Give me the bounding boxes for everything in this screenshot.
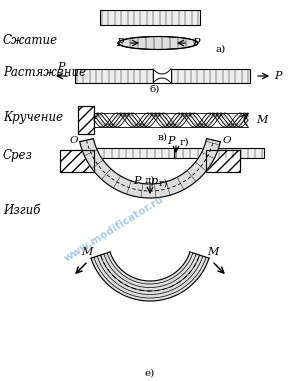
Text: г): г)	[180, 138, 190, 147]
Polygon shape	[91, 252, 209, 301]
Bar	[206, 150, 240, 172]
Bar	[100, 10, 200, 25]
Text: M: M	[256, 115, 267, 125]
Bar	[206, 150, 240, 172]
Text: е): е)	[145, 368, 155, 378]
Text: г): г)	[159, 179, 169, 187]
Text: Сжатие: Сжатие	[3, 35, 58, 48]
Text: р: р	[151, 176, 158, 186]
Bar	[78, 106, 94, 134]
Text: Срез: Срез	[3, 149, 33, 162]
Text: б): б)	[150, 85, 160, 93]
Text: M: M	[207, 247, 218, 257]
Bar	[75, 69, 250, 83]
Text: Растяжение: Растяжение	[3, 67, 86, 80]
Ellipse shape	[118, 37, 198, 50]
Text: P: P	[134, 176, 141, 186]
Bar	[153, 69, 171, 83]
Text: Кручение: Кручение	[3, 112, 63, 125]
Text: P: P	[192, 38, 200, 48]
Text: в): в)	[158, 133, 168, 141]
Bar	[174, 148, 264, 158]
Text: P: P	[58, 62, 65, 72]
Bar	[78, 106, 94, 134]
Text: O: O	[222, 136, 231, 145]
Text: Изгиб: Изгиб	[3, 205, 40, 218]
Text: www.modificator.ru: www.modificator.ru	[62, 194, 165, 264]
Text: P: P	[274, 71, 281, 81]
Text: O: O	[69, 136, 78, 145]
Text: P: P	[116, 38, 124, 48]
Polygon shape	[80, 139, 220, 198]
Bar	[60, 150, 94, 172]
Text: д): д)	[145, 175, 155, 184]
Text: M: M	[82, 247, 93, 257]
Text: а): а)	[215, 45, 225, 53]
Text: P: P	[167, 136, 175, 146]
Bar	[88, 148, 178, 158]
Bar	[60, 150, 94, 172]
